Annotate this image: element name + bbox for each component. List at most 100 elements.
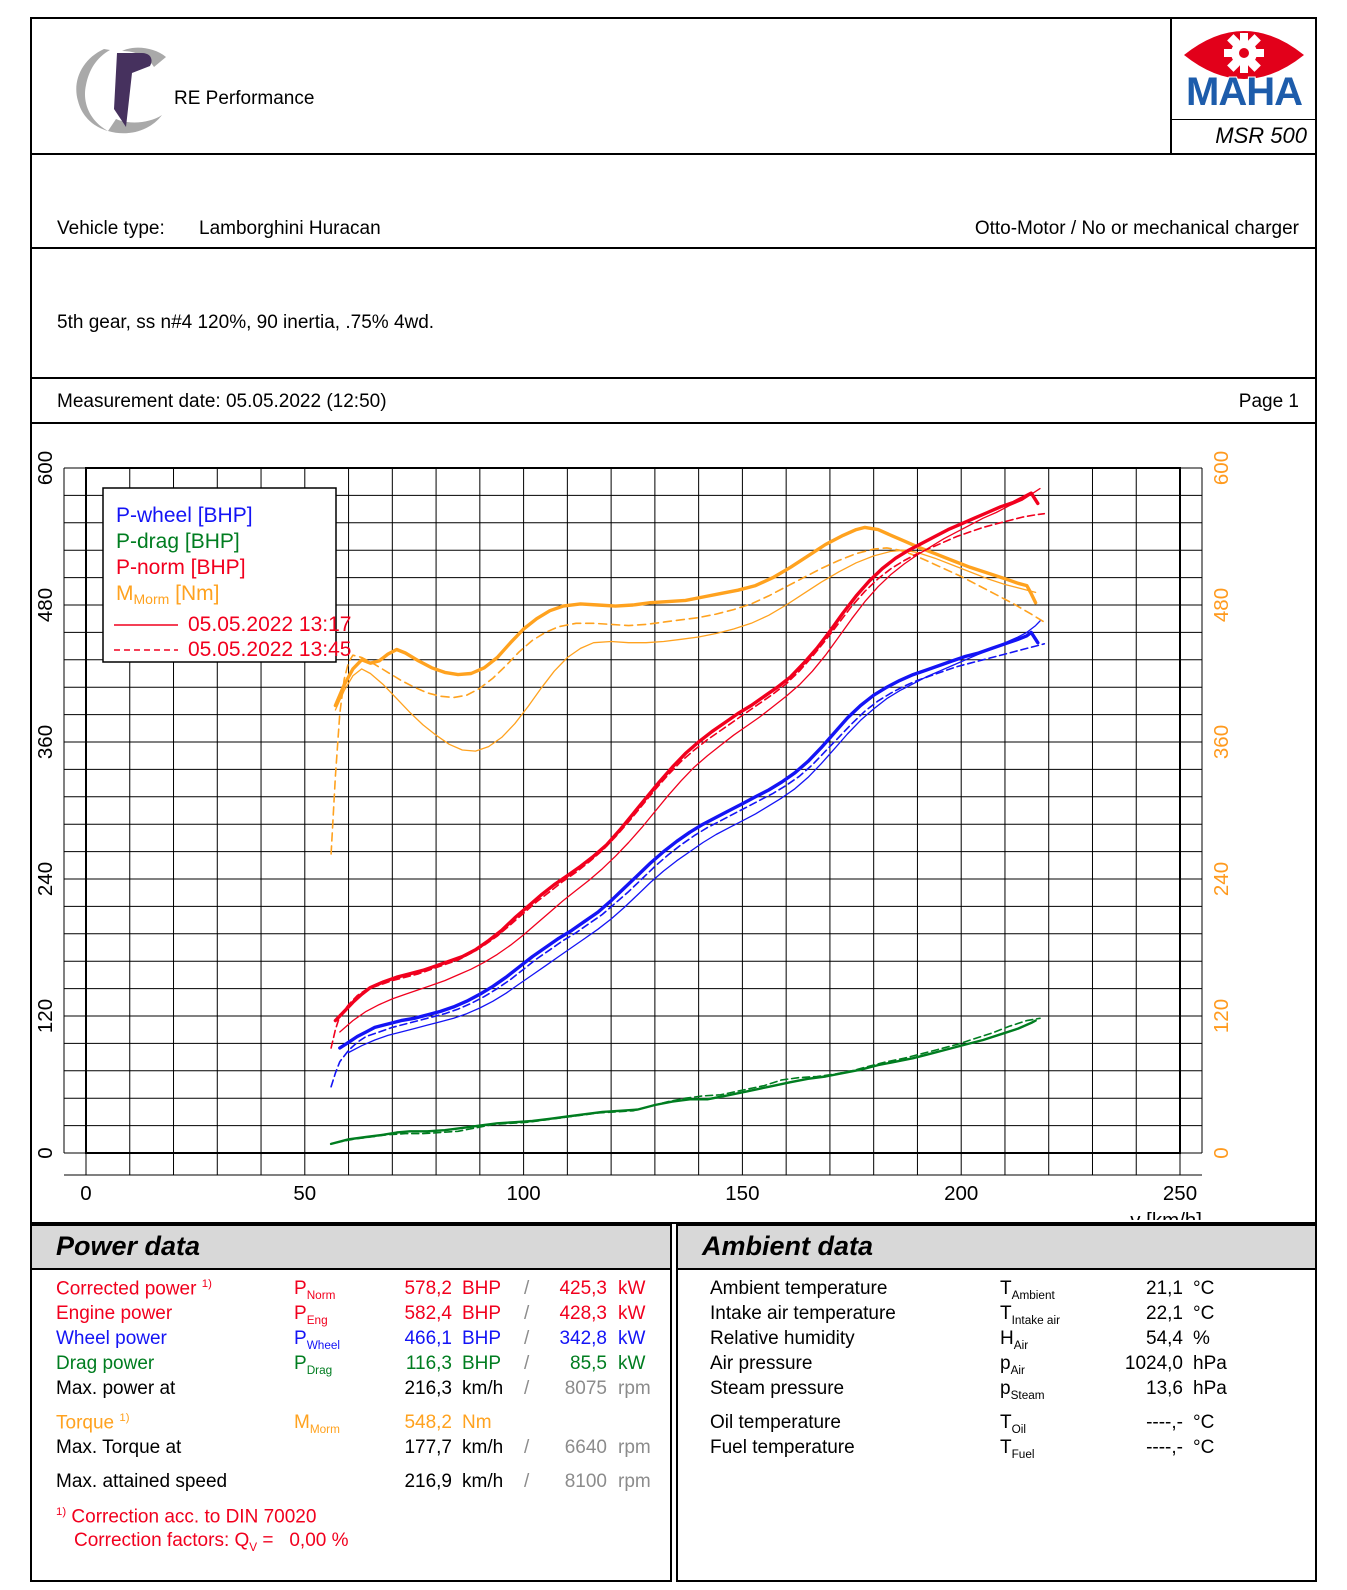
y-axis-label-left: 360 xyxy=(34,725,57,759)
power-row-label: Drag power xyxy=(56,1353,155,1374)
ambient-row-symbol: pSteam xyxy=(1000,1378,1045,1402)
power-row-symbol: PEng xyxy=(294,1303,328,1327)
ambient-row-symbol: pAir xyxy=(1000,1353,1025,1377)
power-row-label: Torque 1) xyxy=(56,1412,130,1434)
comment-line-1: 5th gear, ss n#4 120%, 90 inertia, .75% … xyxy=(57,312,435,333)
maha-logo-cell: MAHA MSR 500 xyxy=(1170,19,1315,153)
power-row-value2: 342,8 xyxy=(559,1328,607,1349)
din-correction-note: 1) Correction acc. to DIN 70020 xyxy=(56,1506,317,1528)
y-axis-label-left: 240 xyxy=(34,862,57,896)
ambient-row-label: Air pressure xyxy=(710,1353,813,1374)
legend-run-label: 05.05.2022 13:45 xyxy=(188,638,352,661)
ambient-row-value: 22,1 xyxy=(1146,1303,1183,1324)
ambient-row-value: 1024,0 xyxy=(1124,1353,1183,1374)
ambient-row-value: ----,- xyxy=(1146,1437,1183,1458)
header-box: RE Performance Scuderia House, Newcombe … xyxy=(30,17,1317,352)
power-row-unit2: kW xyxy=(618,1278,646,1299)
legend-entry: P-wheel [BHP] xyxy=(116,504,253,527)
power-row-symbol: PNorm xyxy=(294,1278,336,1302)
vehicle-type-label: Vehicle type: xyxy=(57,218,165,239)
series-pnorm-1345 xyxy=(330,512,1046,1049)
dyno-chart: 0 50 100 150 200 250 v [km/h] 0 120 240 360 480 600 0… xyxy=(34,451,1233,1232)
ambient-row-value: ----,- xyxy=(1146,1412,1183,1433)
series-pdrag-1345 xyxy=(334,1017,1041,1144)
svg-text:MAHA: MAHA xyxy=(1186,70,1302,114)
power-row-unit1: BHP xyxy=(462,1278,502,1299)
power-row-symbol: PDrag xyxy=(294,1353,333,1377)
x-axis-label: 100 xyxy=(506,1182,540,1205)
power-row-label: Max. Torque at xyxy=(56,1437,182,1458)
ambient-row-label: Steam pressure xyxy=(710,1378,845,1399)
legend-entry: P-norm [BHP] xyxy=(116,556,246,579)
ambient-row-value: 21,1 xyxy=(1146,1278,1183,1299)
ambient-row-value: 54,4 xyxy=(1146,1328,1183,1349)
power-row-unit1: BHP xyxy=(462,1353,502,1374)
power-row-slash: / xyxy=(524,1378,530,1399)
ambient-row-symbol: TOil xyxy=(1000,1412,1026,1436)
y-axis-label-right: 360 xyxy=(1210,725,1233,759)
series-pwheel-thin xyxy=(347,620,1041,1054)
series-peng-thin xyxy=(339,487,1041,1033)
power-row-value2: 8100 xyxy=(564,1471,607,1492)
page-number: Page 1 xyxy=(1238,391,1299,412)
x-axis-label: 250 xyxy=(1163,1182,1197,1205)
power-row-symbol: MMorm xyxy=(294,1412,340,1436)
power-row-unit1: km/h xyxy=(462,1471,504,1492)
power-row-value1: 177,7 xyxy=(404,1437,452,1458)
ambient-row-label: Ambient temperature xyxy=(710,1278,888,1299)
x-axis-title: v [km/h] xyxy=(1130,1209,1202,1220)
x-axis-label: 200 xyxy=(944,1182,978,1205)
ambient-row-label: Relative humidity xyxy=(710,1328,855,1349)
power-row-value2: 8075 xyxy=(564,1378,607,1399)
series-pwheel-1317 xyxy=(338,630,1040,1050)
power-row-unit2: rpm xyxy=(618,1437,651,1458)
power-row-label: Corrected power 1) xyxy=(56,1278,212,1300)
power-row-slash: / xyxy=(524,1328,530,1349)
chart-box: 0 50 100 150 200 250 v [km/h] 0 120 240 360 480 600 0… xyxy=(30,424,1317,1232)
ambient-row-unit: °C xyxy=(1193,1303,1215,1324)
legend-box xyxy=(102,487,337,663)
legend-entry: P-drag [BHP] xyxy=(116,530,240,553)
y-axis-label-right: 120 xyxy=(1210,999,1233,1033)
power-row-unit1: Nm xyxy=(462,1412,492,1433)
power-row-value2: 428,3 xyxy=(559,1303,607,1324)
ambient-data-panel: Ambient data Ambient temperature TAmbient… xyxy=(676,1224,1317,1582)
measurement-date: Measurement date: 05.05.2022 (12:50) xyxy=(57,391,387,412)
power-row-slash: / xyxy=(524,1437,530,1458)
ambient-row-label: Oil temperature xyxy=(710,1412,841,1433)
x-axis-label: 50 xyxy=(293,1182,316,1205)
power-row-value1: 548,2 xyxy=(404,1412,452,1433)
ambient-row-symbol: TAmbient xyxy=(1000,1278,1055,1302)
re-performance-logo xyxy=(76,47,166,134)
maha-logo: MAHA xyxy=(1184,31,1304,115)
company-name: RE Performance xyxy=(174,88,315,109)
power-title-bar: Power data xyxy=(32,1226,670,1270)
power-row-value1: 116,3 xyxy=(405,1353,452,1374)
power-row-value2: 85,5 xyxy=(570,1353,607,1374)
measurement-date-box: Measurement date: 05.05.2022 (12:50) Pag… xyxy=(30,379,1317,424)
legend-run-label: 05.05.2022 13:17 xyxy=(188,613,352,636)
power-row-unit1: BHP xyxy=(462,1328,502,1349)
series-pdrag-1317 xyxy=(329,1019,1037,1146)
ambient-row-unit: hPa xyxy=(1193,1378,1227,1399)
engine-type: Otto-Motor / No or mechanical charger xyxy=(974,218,1299,239)
power-row-slash: / xyxy=(524,1471,530,1492)
power-row-unit2: rpm xyxy=(618,1471,651,1492)
power-row-value1: 216,3 xyxy=(404,1378,452,1399)
plot-frame xyxy=(85,467,1181,1154)
power-row-label: Wheel power xyxy=(56,1328,167,1349)
ambient-row-unit: °C xyxy=(1193,1412,1215,1433)
power-row-slash: / xyxy=(524,1303,530,1324)
vehicle-info-box: Vehicle type: License plate: Inspector: … xyxy=(30,155,1317,401)
power-row-unit2: rpm xyxy=(618,1378,651,1399)
maha-separator xyxy=(1172,119,1315,120)
power-row-value2: 425,3 xyxy=(559,1278,607,1299)
power-row-label: Max. power at xyxy=(56,1378,176,1399)
series-pnorm-1317 xyxy=(333,491,1040,1023)
y-axis-label-right: 0 xyxy=(1210,1147,1233,1158)
series-torque-1345 xyxy=(330,547,1046,855)
maha-model: MSR 500 xyxy=(1215,123,1307,148)
power-row-value2: 6640 xyxy=(564,1437,607,1458)
ambient-title-bar: Ambient data xyxy=(678,1226,1315,1270)
power-row-slash: / xyxy=(524,1353,530,1374)
